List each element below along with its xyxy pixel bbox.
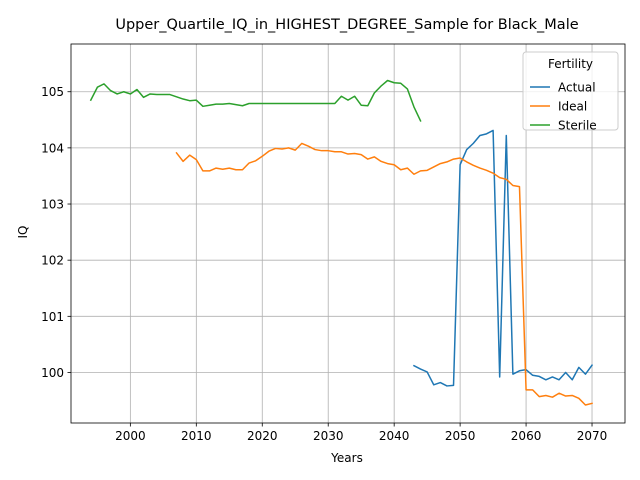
y-tick-label: 100 xyxy=(41,366,64,380)
x-tick-label: 2010 xyxy=(181,429,212,443)
y-tick-label: 103 xyxy=(41,198,64,212)
series-lines xyxy=(89,79,594,406)
x-axis: 2000 2010 2020 2030 2040 2050 2060 2070 xyxy=(115,423,607,443)
y-tick-label: 101 xyxy=(41,310,64,324)
series-line-sterile xyxy=(89,79,422,122)
series-line-actual xyxy=(412,129,594,387)
x-tick-label: 2000 xyxy=(115,429,146,443)
x-tick-label: 2030 xyxy=(313,429,344,443)
legend: Fertility Actual Ideal Sterile xyxy=(522,51,619,133)
x-tick-label: 2050 xyxy=(445,429,476,443)
y-tick-label: 105 xyxy=(41,85,64,99)
y-axis-label: IQ xyxy=(16,226,30,239)
legend-label-actual: Actual xyxy=(558,81,596,95)
y-tick-label: 102 xyxy=(41,254,64,268)
legend-label-sterile: Sterile xyxy=(558,119,597,133)
series-line-ideal xyxy=(175,142,593,406)
x-tick-label: 2040 xyxy=(379,429,410,443)
x-tick-label: 2070 xyxy=(577,429,608,443)
y-axis: 100 101 102 103 104 105 xyxy=(41,85,71,380)
x-axis-label: Years xyxy=(330,451,363,465)
chart-title: Upper_Quartile_IQ_in_HIGHEST_DEGREE_Samp… xyxy=(115,17,578,33)
legend-title: Fertility xyxy=(548,57,593,71)
legend-label-ideal: Ideal xyxy=(558,100,587,114)
x-tick-label: 2060 xyxy=(511,429,542,443)
legend-box xyxy=(522,51,619,131)
plot-frame xyxy=(70,43,626,424)
x-tick-label: 2020 xyxy=(247,429,278,443)
y-tick-label: 104 xyxy=(41,141,64,155)
